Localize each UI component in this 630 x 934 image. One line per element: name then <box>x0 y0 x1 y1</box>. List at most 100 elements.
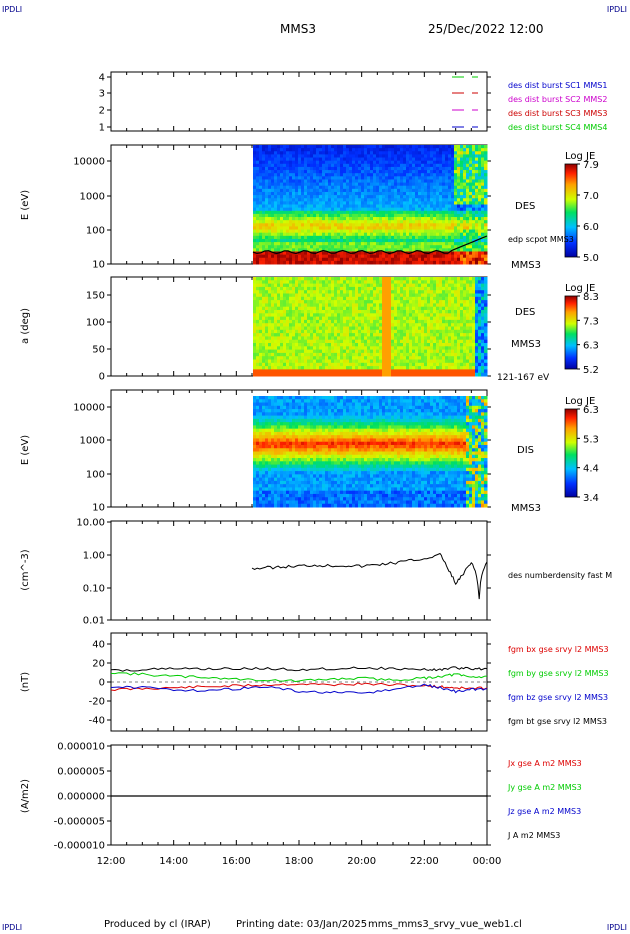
pitch-angle-cell <box>403 293 407 298</box>
pitch-angle-cell <box>277 349 281 354</box>
pitch-angle-cell <box>334 336 338 341</box>
des-energy-cell <box>340 210 344 215</box>
pitch-angle-cell <box>256 313 260 318</box>
des-energy-cell <box>349 204 353 209</box>
des-energy-cell <box>394 166 398 171</box>
pitch-angle-cell <box>400 319 404 324</box>
pitch-angle-cell <box>295 313 299 318</box>
pitch-angle-cell <box>325 283 329 288</box>
des-energy-cell <box>349 229 353 234</box>
pitch-angle-cell <box>262 329 266 334</box>
pitch-angle-cell <box>328 372 332 377</box>
pitch-angle-cell <box>409 286 413 291</box>
des-energy-cell <box>304 217 308 221</box>
des-energy-cell <box>418 173 422 177</box>
des-energy-cell <box>268 217 272 221</box>
pitch-angle-cell <box>364 329 368 334</box>
des-energy-cell <box>292 160 296 165</box>
des-energy-cell <box>481 238 485 243</box>
des-energy-cell <box>406 235 410 240</box>
des-energy-cell <box>373 163 377 168</box>
pitch-angle-cell <box>325 336 329 341</box>
pitch-angle-cell <box>313 319 317 324</box>
des-energy-cell <box>316 179 320 184</box>
pitch-angle-cell <box>346 310 350 314</box>
pitch-angle-cell <box>376 283 380 288</box>
des-energy-cell <box>406 198 410 202</box>
pitch-angle-cell <box>328 296 332 301</box>
des-energy-cell <box>268 229 272 234</box>
des-energy-cell <box>445 242 449 246</box>
des-energy-cell <box>259 170 263 174</box>
des-energy-cell <box>268 257 272 262</box>
pitch-angle-cell <box>265 319 269 324</box>
des-energy-cell <box>391 163 395 168</box>
des-energy-cell <box>256 242 260 246</box>
pitch-angle-cell <box>283 352 287 357</box>
des-energy-cell <box>478 210 482 215</box>
pitch-angle-cell <box>319 310 323 314</box>
des-energy-cell <box>289 257 293 262</box>
des-energy-cell <box>271 154 275 159</box>
des-energy-cell <box>295 191 299 196</box>
pitch-angle-cell <box>304 336 308 341</box>
pitch-angle-cell <box>382 352 386 357</box>
pitch-angle-cell <box>310 369 314 374</box>
des-energy-cell <box>256 257 260 262</box>
des-energy-cell <box>313 242 317 246</box>
des-energy-cell <box>436 254 440 259</box>
pitch-angle-cell <box>352 306 356 311</box>
des-energy-cell <box>292 213 296 218</box>
des-energy-cell <box>376 238 380 243</box>
des-energy-cell <box>280 207 284 212</box>
des-energy-cell <box>280 220 284 224</box>
des-energy-cell <box>340 157 344 162</box>
des-energy-cell <box>346 154 350 159</box>
des-energy-cell <box>403 248 407 252</box>
des-energy-cell <box>364 182 368 187</box>
des-energy-cell <box>376 213 380 218</box>
pitch-angle-cell <box>259 323 263 327</box>
pitch-angle-cell <box>307 362 311 367</box>
des-energy-cell <box>340 151 344 155</box>
des-energy-cell <box>454 245 458 249</box>
des-energy-cell <box>412 170 416 174</box>
des-energy-cell <box>412 257 416 262</box>
des-energy-cell <box>472 226 476 231</box>
pitch-angle-cell <box>346 323 350 327</box>
pitch-angle-cell <box>382 290 386 294</box>
des-energy-cell <box>253 163 257 168</box>
pitch-angle-cell <box>301 286 305 291</box>
des-energy-cell <box>463 148 467 152</box>
des-energy-cell <box>454 260 458 265</box>
des-energy-cell <box>424 229 428 234</box>
des-energy-cell <box>334 151 338 155</box>
des-energy-cell <box>322 210 326 215</box>
des-energy-cell <box>382 210 386 215</box>
des-energy-cell <box>481 151 485 155</box>
des-energy-cell <box>397 151 401 155</box>
des-energy-cell <box>397 176 401 180</box>
des-energy-cell <box>457 160 461 165</box>
pitch-angle-cell <box>403 306 407 311</box>
pitch-angle-cell <box>406 283 410 288</box>
pitch-angle-cell <box>367 296 371 301</box>
des-energy-cell <box>427 191 431 196</box>
pitch-angle-cell <box>385 333 389 337</box>
des-energy-cell <box>274 213 278 218</box>
pitch-angle-cell <box>379 356 383 360</box>
des-energy-cell <box>481 191 485 196</box>
pitch-angle-cell <box>358 316 362 321</box>
des-energy-cell <box>433 213 437 218</box>
des-energy-cell <box>481 245 485 249</box>
des-energy-cell <box>451 195 455 199</box>
des-energy-cell <box>301 151 305 155</box>
des-energy-cell <box>466 188 470 193</box>
pitch-angle-cell <box>301 300 305 304</box>
pitch-angle-cell <box>277 356 281 360</box>
pitch-angle-cell <box>277 352 281 357</box>
pitch-angle-cell <box>265 336 269 341</box>
des-energy-cell <box>271 245 275 249</box>
des-energy-cell <box>400 198 404 202</box>
footer-config: mms_mms3_srvy_vue_web1.cl <box>368 919 522 930</box>
